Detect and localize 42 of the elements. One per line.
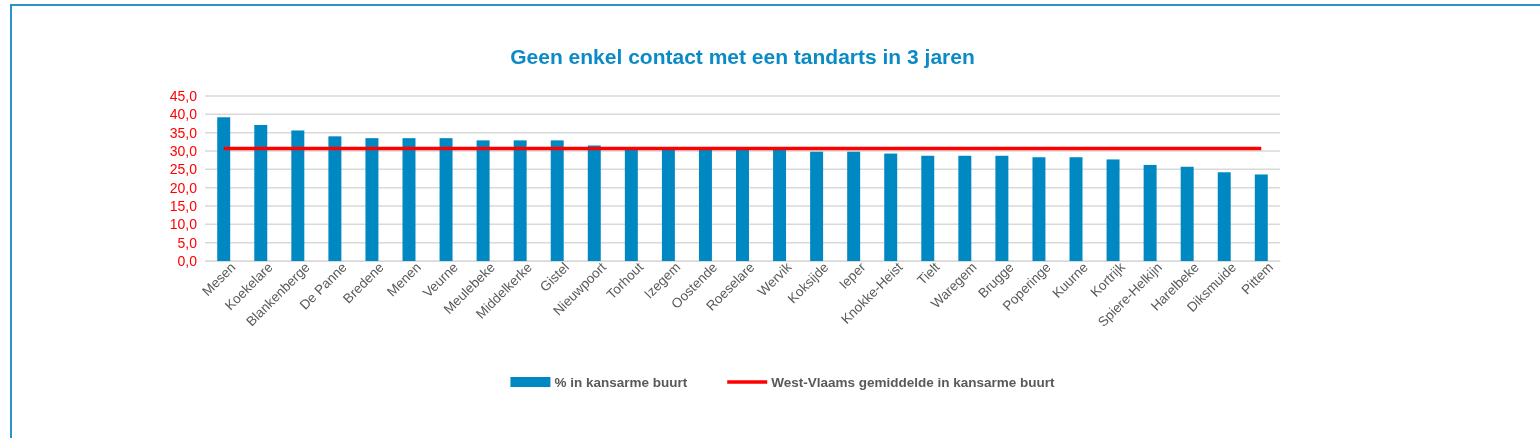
chart-title: Geen enkel contact met een tandarts in 3 jaren (510, 45, 975, 68)
y-tick-label: 30,0 (169, 142, 198, 159)
bar (587, 145, 601, 261)
bar (1254, 174, 1268, 261)
bar (921, 155, 935, 261)
bar (810, 151, 824, 261)
y-tick-label: 15,0 (169, 197, 198, 214)
y-tick-label: 10,0 (169, 216, 198, 233)
bar (1032, 157, 1046, 261)
bar (217, 117, 231, 261)
bar (550, 140, 564, 261)
bar (513, 140, 527, 261)
bar (402, 138, 416, 261)
y-tick-label: 40,0 (169, 106, 198, 123)
bar (698, 148, 712, 261)
bar (847, 151, 861, 261)
bar (1143, 164, 1157, 261)
y-tick-label: 45,0 (169, 87, 198, 104)
legend-label: West-Vlaams gemiddelde in kansarme buurt (771, 375, 1056, 390)
bar (439, 138, 453, 261)
bar (624, 148, 638, 261)
bar (291, 130, 305, 261)
bar (884, 153, 898, 261)
legend-label: % in kansarme buurt (554, 375, 688, 390)
y-tick-label: 5,0 (177, 234, 198, 251)
y-tick-label: 20,0 (169, 179, 198, 196)
bar (476, 140, 490, 261)
y-tick-label: 25,0 (169, 161, 198, 178)
bar (254, 124, 268, 261)
bar (328, 136, 342, 261)
bar (736, 148, 749, 261)
y-tick-label: 35,0 (169, 124, 198, 141)
bar (995, 155, 1009, 261)
y-tick-label: 0,0 (177, 252, 198, 269)
bar (1180, 166, 1194, 261)
bar (1106, 159, 1120, 261)
bar (365, 138, 379, 261)
bar (958, 155, 972, 261)
bar (661, 148, 675, 261)
bar (1069, 157, 1083, 261)
bar (773, 148, 787, 261)
bar (1217, 172, 1231, 261)
